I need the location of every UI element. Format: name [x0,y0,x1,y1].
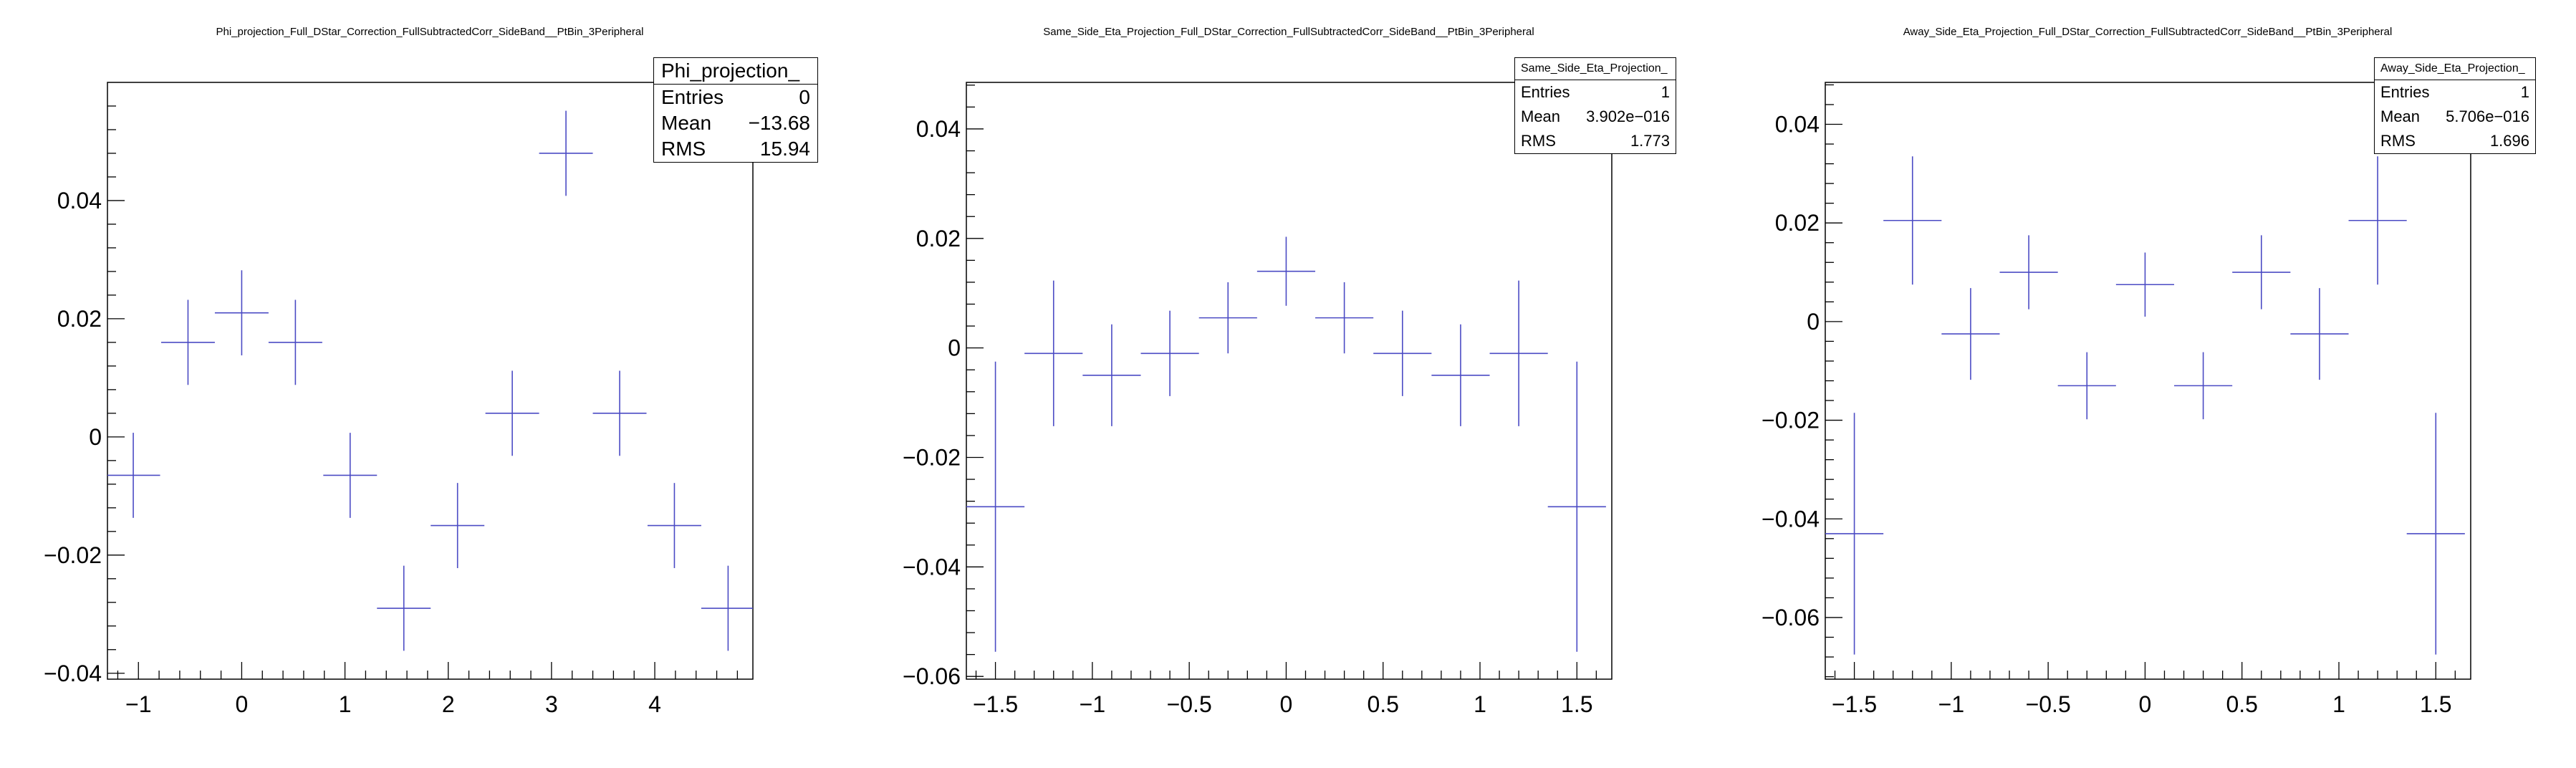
stats-box: Phi_projection_ Entries 0 Mean −13.68 RMS 1… [653,57,818,163]
y-tick-label: 0.04 [57,188,102,213]
stats-entries-label: Entries [1521,83,1570,101]
y-tick-label: 0.04 [1775,112,1820,138]
stats-rms-value: 1.696 [2489,132,2529,150]
away-side-eta-plot: −1.5 −1 −0.5 0 0.5 1 1.5 −0.06 −0.04 −0.02 0 0.02 0.… [1762,82,2471,717]
phi-projection-panel: Phi_projection_Full_DStar_Correction_Ful… [0,0,859,768]
stats-entries-value: 1 [2520,83,2529,101]
y-tick-label: 0.02 [1775,210,1820,236]
chart-title: Away_Side_Eta_Projection_Full_DStar_Corr… [1903,26,2393,38]
stats-entries-label: Entries [661,86,724,108]
y-tick-label: −0.06 [903,663,961,689]
plot-frame [107,82,754,680]
y-tick-label: −0.02 [44,542,102,568]
y-tick-label: 0.04 [916,116,961,142]
y-tick-label: −0.04 [1762,506,1820,532]
x-tick-label: 1.5 [1561,691,1592,717]
x-tick-label: 0 [1280,691,1293,717]
x-tick-label: 1.5 [2420,691,2451,717]
chart-title: Same_Side_Eta_Projection_Full_DStar_Corr… [1043,26,1534,38]
x-tick-label: 0.5 [1367,691,1398,717]
y-tick-label: −0.02 [1762,408,1820,433]
away-side-eta-panel: Away_Side_Eta_Projection_Full_DStar_Corr… [1718,0,2576,768]
stats-entries-value: 1 [1661,83,1670,101]
x-tick-label: 1 [2332,691,2345,717]
stats-mean-value: −13.68 [748,112,810,134]
stats-entries-row: Entries 1 [1515,80,1676,105]
stats-rms-row: RMS 1.696 [2375,129,2535,153]
stats-mean-row: Mean 5.706e−016 [2375,105,2535,129]
y-tick-label: 0.02 [57,306,102,332]
stats-entries-row: Entries 0 [654,85,817,110]
stats-mean-row: Mean 3.902e−016 [1515,105,1676,129]
stats-rms-label: RMS [1521,132,1556,150]
stats-name: Phi_projection_ [654,58,817,85]
x-tick-label: 1 [339,691,352,717]
x-tick-label: −1.5 [1832,691,1877,717]
stats-mean-label: Mean [2380,107,2421,125]
stats-mean-label: Mean [661,112,712,134]
x-tick-label: 4 [648,691,661,717]
y-tick-label: −0.04 [903,554,961,580]
stats-box: Away_Side_Eta_Projection_ Entries 1 Mean 5… [2374,57,2536,154]
stats-mean-row: Mean −13.68 [654,110,817,136]
same-side-eta-panel: Same_Side_Eta_Projection_Full_DStar_Corr… [859,0,1718,768]
stats-rms-value: 1.773 [1630,132,1670,150]
y-tick-label: −0.06 [1762,605,1820,630]
phi-projection-plot: −1 0 1 2 3 4 −0.04 −0.02 0 0.02 0.04 [44,82,754,717]
stats-mean-label: Mean [1521,107,1561,125]
stats-entries-value: 0 [799,86,810,108]
x-tick-label: −0.5 [1167,691,1212,717]
stats-rms-row: RMS 1.773 [1515,129,1676,153]
same-side-eta-plot: −1.5 −1 −0.5 0 0.5 1 1.5 −0.06 −0.04 −0.02 0 0.02 0.… [903,82,1613,717]
stats-rms-label: RMS [2380,132,2416,150]
x-tick-label: 3 [545,691,558,717]
plot-frame [966,82,1613,680]
stats-rms-row: RMS 15.94 [654,136,817,162]
y-tick-label: −0.02 [903,444,961,470]
stats-box: Same_Side_Eta_Projection_ Entries 1 Mean 3… [1514,57,1676,154]
x-tick-label: 1 [1474,691,1486,717]
stats-mean-value: 3.902e−016 [1586,107,1670,125]
y-tick-label: 0 [1807,309,1820,335]
x-tick-label: −1 [1938,691,1964,717]
x-tick-label: −1 [1080,691,1105,717]
y-tick-label: 0 [948,335,961,361]
x-tick-label: 0 [236,691,249,717]
stats-name: Same_Side_Eta_Projection_ [1515,58,1676,80]
stats-entries-label: Entries [2380,83,2430,101]
stats-name: Away_Side_Eta_Projection_ [2375,58,2535,80]
x-tick-label: −0.5 [2026,691,2071,717]
x-tick-label: −1.5 [973,691,1018,717]
stats-entries-row: Entries 1 [2375,80,2535,105]
x-tick-label: 0 [2139,691,2152,717]
x-tick-label: 0.5 [2226,691,2257,717]
plot-frame [1825,82,2471,680]
stats-rms-value: 15.94 [759,138,810,160]
stats-rms-label: RMS [661,138,706,160]
x-tick-label: −1 [125,691,151,717]
stats-mean-value: 5.706e−016 [2446,107,2529,125]
x-tick-label: 2 [442,691,455,717]
y-tick-label: 0.02 [916,226,961,251]
y-tick-label: 0 [89,424,102,450]
y-tick-label: −0.04 [44,661,102,686]
chart-title: Phi_projection_Full_DStar_Correction_Ful… [216,26,644,38]
